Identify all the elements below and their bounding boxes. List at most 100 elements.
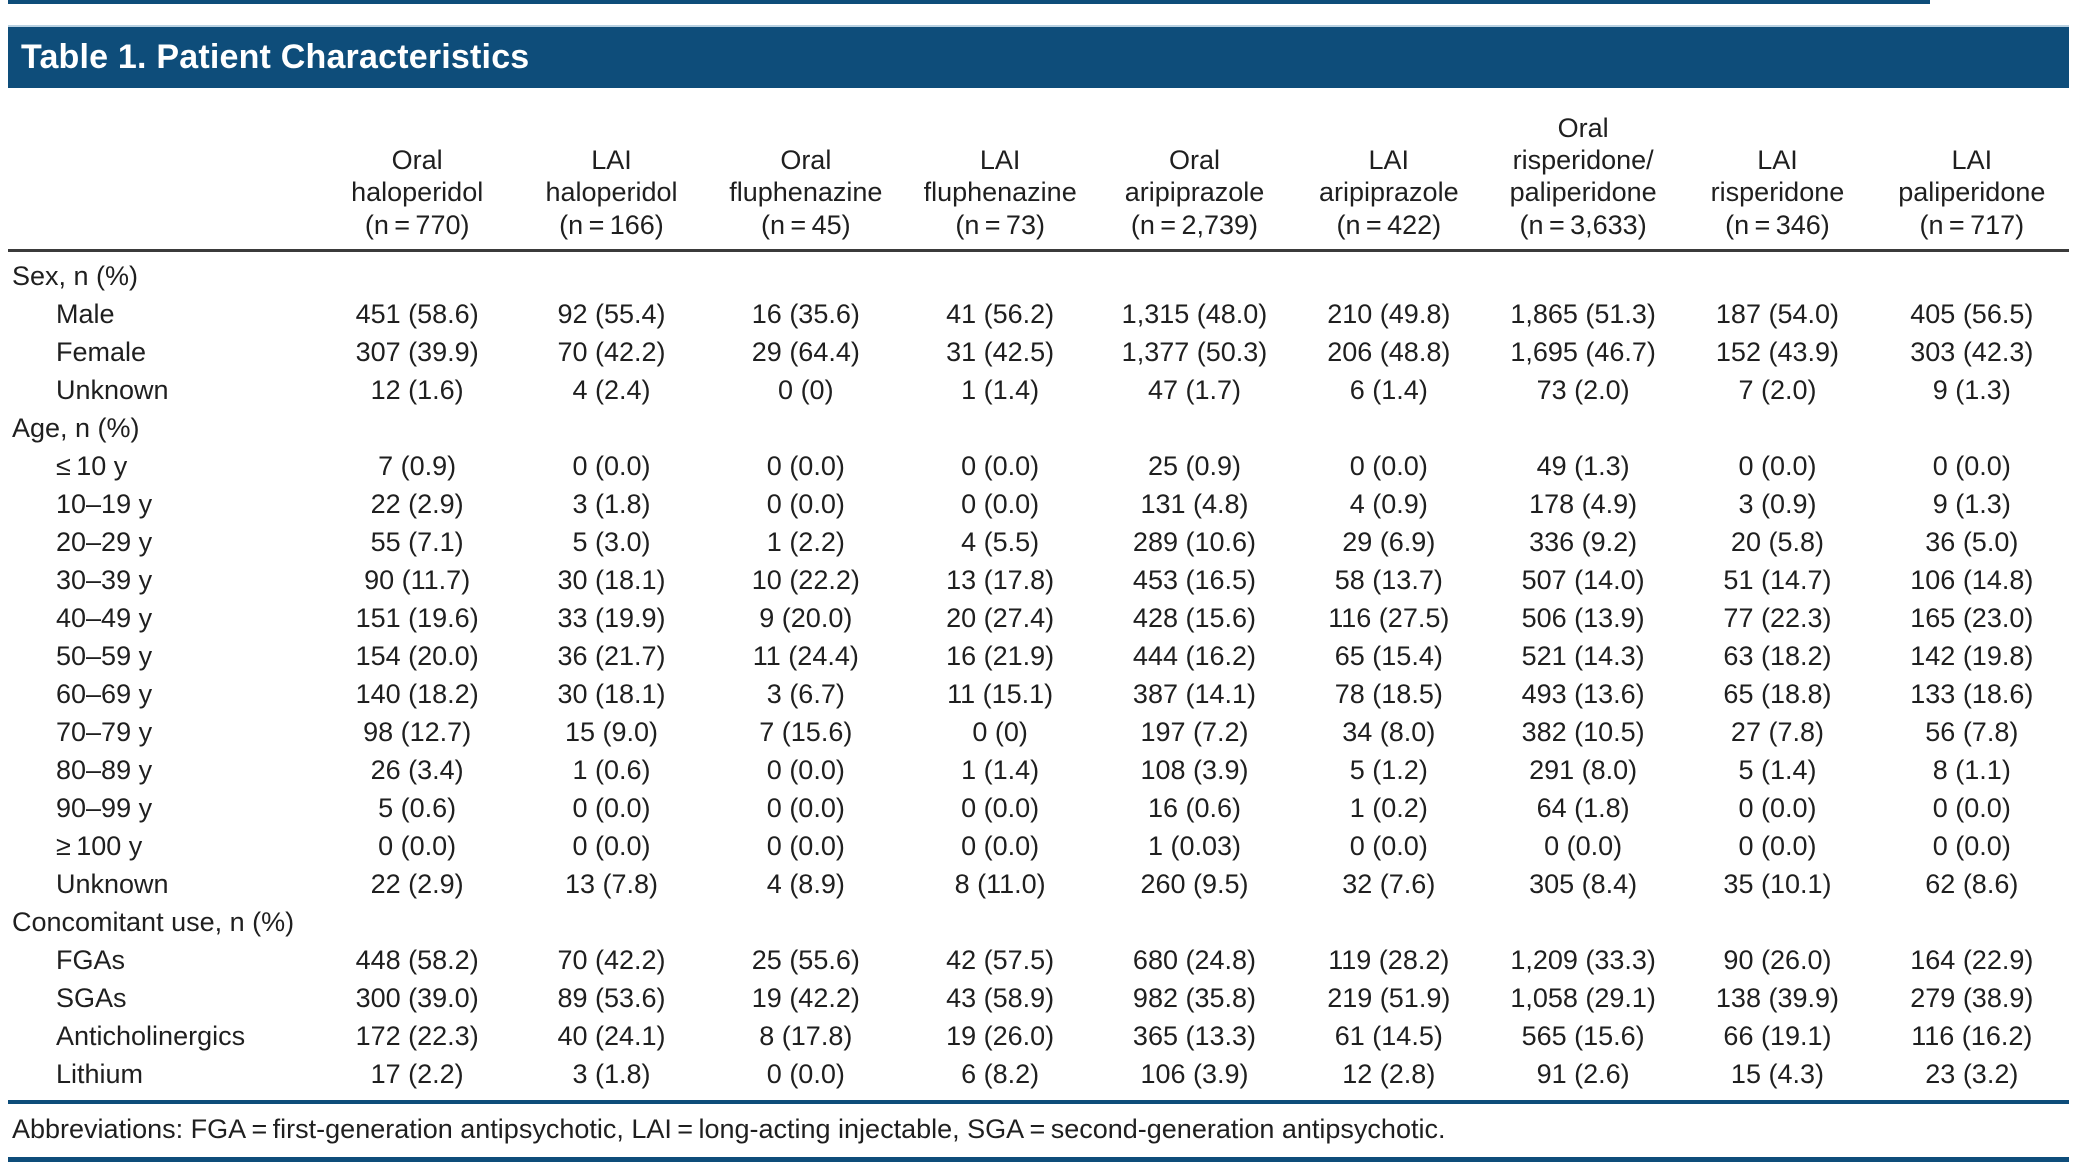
value-cell: 29 (64.4) — [751, 336, 860, 367]
table-row: Unknown 22 (2.9) 13 (7.8) 4 (8.9) 8 (11.0) 26… — [8, 865, 2069, 903]
row-label: 90–99 y — [56, 792, 153, 823]
table-row: 70–79 y 98 (12.7) 15 (9.0) 7 (15.6) 0 (0) 197… — [8, 713, 2069, 751]
value-cell: 9 (1.3) — [1932, 374, 2011, 405]
table-row: Lithium 17 (2.2) 3 (1.8) 0 (0.0) 6 (8.2) 106 … — [8, 1055, 2069, 1093]
value-cell: 42 (57.5) — [946, 944, 1055, 975]
column-header: LAI risperidone (n = 346) — [1680, 98, 1875, 252]
value-cell: 0 (0) — [972, 716, 1028, 747]
section-label: Sex, n (%) — [12, 260, 139, 291]
table-row: 10–19 y 22 (2.9) 3 (1.8) 0 (0.0) 0 (0.0) 131 … — [8, 485, 2069, 523]
value-cell: 133 (18.6) — [1910, 678, 2034, 709]
value-cell: 27 (7.8) — [1730, 716, 1824, 747]
value-cell: 5 (3.0) — [572, 526, 651, 557]
value-cell: 9 (20.0) — [759, 602, 853, 633]
value-cell: 106 (3.9) — [1140, 1058, 1249, 1089]
value-cell: 165 (23.0) — [1910, 602, 2034, 633]
abbreviations-footnote: Abbreviations: FGA = first-generation an… — [12, 1114, 1446, 1144]
value-cell: 19 (26.0) — [946, 1020, 1055, 1051]
table-row: Anticholinergics 172 (22.3) 40 (24.1) 8 (17… — [8, 1017, 2069, 1055]
value-cell: 453 (16.5) — [1132, 564, 1257, 595]
value-cell: 172 (22.3) — [355, 1020, 479, 1051]
row-label: 20–29 y — [56, 526, 153, 557]
value-cell: 0 (0.0) — [1932, 830, 2011, 861]
table-title: Table 1. Patient Characteristics — [21, 38, 530, 76]
value-cell: 428 (15.6) — [1132, 602, 1257, 633]
value-cell: 0 (0.0) — [1349, 830, 1428, 861]
value-cell: 507 (14.0) — [1521, 564, 1645, 595]
value-cell: 178 (4.9) — [1529, 488, 1638, 519]
value-cell: 210 (49.8) — [1327, 298, 1451, 329]
value-cell: 65 (15.4) — [1334, 640, 1443, 671]
value-cell: 405 (56.5) — [1910, 298, 2034, 329]
value-cell: 0 (0.0) — [961, 488, 1040, 519]
value-cell: 138 (39.9) — [1715, 982, 1839, 1013]
value-cell: 154 (20.0) — [355, 640, 479, 671]
table-row: 60–69 y 140 (18.2) 30 (18.1) 3 (6.7) 11 (15.… — [8, 675, 2069, 713]
value-cell: 387 (14.1) — [1132, 678, 1257, 709]
value-cell: 31 (42.5) — [946, 336, 1055, 367]
value-cell: 3 (1.8) — [572, 488, 651, 519]
column-header: Oral haloperidol (n = 770) — [320, 98, 515, 252]
value-cell: 64 (1.8) — [1536, 792, 1630, 823]
value-cell: 116 (27.5) — [1328, 602, 1450, 633]
value-cell: 1 (1.4) — [961, 374, 1040, 405]
column-header: LAI fluphenazine (n = 73) — [902, 98, 1098, 252]
value-cell: 0 (0.0) — [572, 450, 651, 481]
value-cell: 1,315 (48.0) — [1121, 298, 1268, 329]
row-label: 10–19 y — [56, 488, 153, 519]
value-cell: 680 (24.8) — [1132, 944, 1257, 975]
value-cell: 565 (15.6) — [1521, 1020, 1645, 1051]
value-cell: 49 (1.3) — [1536, 450, 1630, 481]
value-cell: 20 (27.4) — [946, 602, 1055, 633]
value-cell: 5 (1.4) — [1738, 754, 1817, 785]
value-cell: 58 (13.7) — [1334, 564, 1443, 595]
value-cell: 219 (51.9) — [1327, 982, 1451, 1013]
value-cell: 521 (14.3) — [1521, 640, 1645, 671]
value-cell: 19 (42.2) — [751, 982, 860, 1013]
value-cell: 305 (8.4) — [1529, 868, 1638, 899]
value-cell: 493 (13.6) — [1521, 678, 1645, 709]
value-cell: 43 (58.9) — [946, 982, 1055, 1013]
column-header: Oral aripiprazole (n = 2,739) — [1097, 98, 1292, 252]
value-cell: 0 (0.0) — [766, 488, 845, 519]
value-cell: 9 (1.3) — [1932, 488, 2011, 519]
value-cell: 151 (19.6) — [355, 602, 479, 633]
row-label: SGAs — [56, 982, 127, 1013]
value-cell: 63 (18.2) — [1723, 640, 1832, 671]
value-cell: 30 (18.1) — [557, 564, 666, 595]
value-cell: 10 (22.2) — [751, 564, 860, 595]
table-row: 50–59 y 154 (20.0) 36 (21.7) 11 (24.4) 16 (2… — [8, 637, 2069, 675]
value-cell: 16 (21.9) — [946, 640, 1055, 671]
value-cell: 206 (48.8) — [1327, 336, 1451, 367]
value-cell: 0 (0.0) — [378, 830, 457, 861]
value-cell: 982 (35.8) — [1132, 982, 1257, 1013]
value-cell: 1 (0.6) — [572, 754, 651, 785]
value-cell: 1,695 (46.7) — [1510, 336, 1656, 367]
column-header: LAI aripiprazole (n = 422) — [1291, 98, 1486, 252]
value-cell: 51 (14.7) — [1723, 564, 1832, 595]
value-cell: 131 (4.8) — [1140, 488, 1249, 519]
value-cell: 89 (53.6) — [557, 982, 666, 1013]
value-cell: 8 (1.1) — [1932, 754, 2011, 785]
value-cell: 22 (2.9) — [370, 868, 464, 899]
value-cell: 90 (11.7) — [364, 564, 471, 595]
table-row: ≤ 10 y 7 (0.9) 0 (0.0) 0 (0.0) 0 (0.0) 25 (0.… — [8, 447, 2069, 485]
table-row: FGAs 448 (58.2) 70 (42.2) 25 (55.6) 42 (57.5… — [8, 941, 2069, 979]
value-cell: 260 (9.5) — [1140, 868, 1249, 899]
value-cell: 3 (0.9) — [1738, 488, 1817, 519]
bottom-rule — [8, 1157, 2069, 1162]
value-cell: 29 (6.9) — [1342, 526, 1436, 557]
value-cell: 98 (12.7) — [363, 716, 472, 747]
value-cell: 1,209 (33.3) — [1510, 944, 1656, 975]
header-row: Oral haloperidol (n = 770) LAI haloperidol (n… — [8, 98, 2069, 252]
value-cell: 12 (2.8) — [1342, 1058, 1436, 1089]
value-cell: 5 (0.6) — [378, 792, 457, 823]
value-cell: 32 (7.6) — [1342, 868, 1436, 899]
value-cell: 33 (19.9) — [557, 602, 666, 633]
value-cell: 106 (14.8) — [1910, 564, 2034, 595]
value-cell: 5 (1.2) — [1349, 754, 1428, 785]
value-cell: 40 (24.1) — [557, 1020, 666, 1051]
value-cell: 0 (0.0) — [961, 450, 1040, 481]
value-cell: 142 (19.8) — [1910, 640, 2034, 671]
value-cell: 16 (0.6) — [1147, 792, 1241, 823]
